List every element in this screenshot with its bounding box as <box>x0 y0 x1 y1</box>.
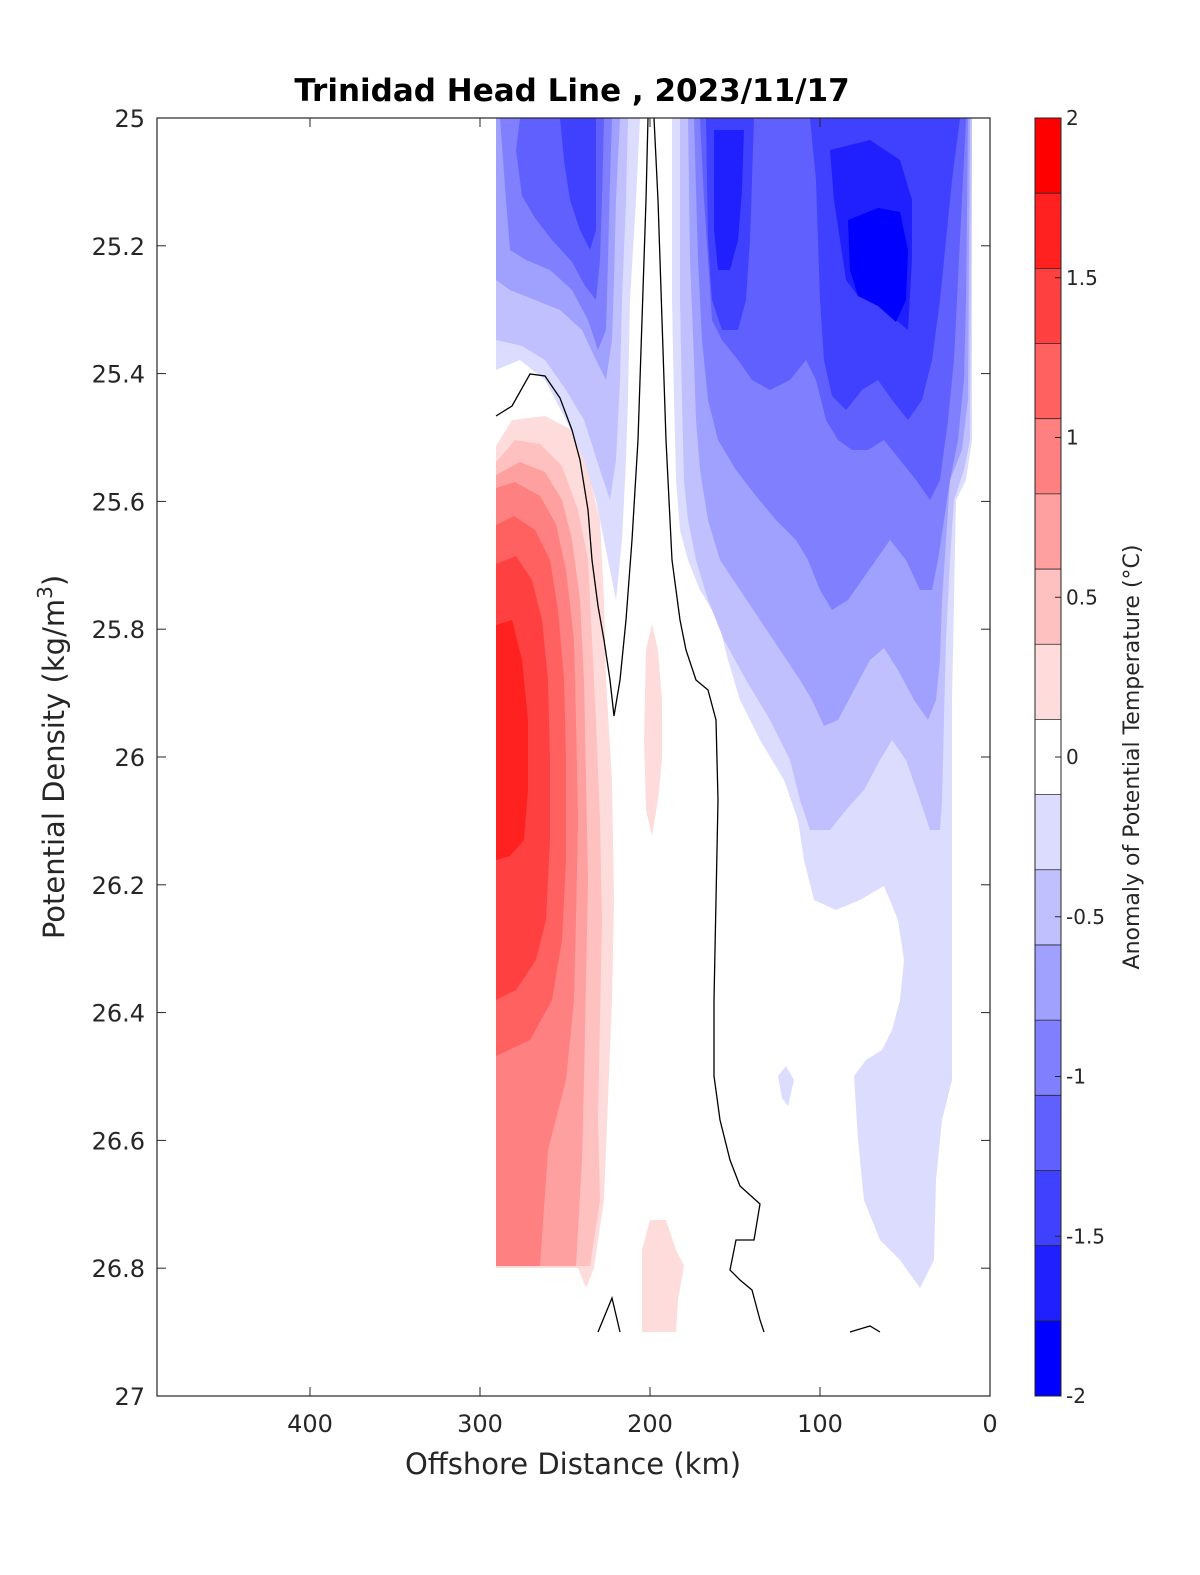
colorbar-label: Anomaly of Potential Temperature (°C) <box>1120 545 1145 970</box>
zero-contour-bottom-right <box>849 1325 881 1333</box>
colorbar-swatch <box>1035 118 1061 194</box>
x-tick-label: 400 <box>287 1410 333 1438</box>
colorbar-swatch <box>1035 1020 1061 1096</box>
colorbar-swatch <box>1035 1170 1061 1247</box>
y-tick-label: 26.4 <box>92 1000 145 1028</box>
y-tick-label: 26.2 <box>92 872 145 900</box>
x-tick-label: 100 <box>797 1410 843 1438</box>
colorbar-swatch <box>1035 794 1061 871</box>
y-tick-label: 25.2 <box>92 233 145 261</box>
x-tick-label: 200 <box>627 1410 673 1438</box>
zero-contour-lines <box>495 117 881 1333</box>
x-axis-label: Offshore Distance (km) <box>405 1447 741 1481</box>
zero-contour-bottom-left <box>597 1295 621 1333</box>
colorbar-swatch <box>1035 644 1061 720</box>
chart-title: Trinidad Head Line , 2023/11/17 <box>294 73 849 109</box>
zero-contour-warm-edge <box>495 117 649 717</box>
y-tick-label: 26 <box>114 744 145 772</box>
cold-near-band-2-0 <box>848 208 908 322</box>
zero-contour-near-edge <box>653 117 765 1333</box>
colorbar-swatch <box>1035 569 1061 645</box>
y-tick-label: 25 <box>114 105 145 133</box>
colorbar-tick-label: 1.5 <box>1066 266 1098 290</box>
cold-near-band-1-75-left <box>714 130 744 270</box>
y-axis-label-main: Potential Density (kg/m <box>37 599 71 939</box>
colorbar-swatch <box>1035 944 1061 1021</box>
colorbar-swatch <box>1035 869 1061 946</box>
y-axis-label-sup: 3 <box>33 586 57 599</box>
colorbar-swatch <box>1035 268 1061 345</box>
small-warm-patch-bottom <box>642 1220 684 1332</box>
contour-fill-layer <box>495 117 972 1333</box>
colorbar-swatch <box>1035 1320 1061 1397</box>
x-tick-label: 300 <box>457 1410 503 1438</box>
colorbar-swatch <box>1035 193 1061 269</box>
colorbar-swatch <box>1035 493 1061 570</box>
colorbar-tick-label: 0 <box>1066 745 1079 769</box>
small-cold-patch <box>778 1066 794 1106</box>
colorbar-tick-label: -1 <box>1066 1065 1086 1089</box>
x-tick-label: 0 <box>982 1410 997 1438</box>
y-tick-label: 25.4 <box>92 361 145 389</box>
colorbar-tick-label: -1.5 <box>1066 1224 1105 1248</box>
y-tick-label: 27 <box>114 1383 145 1411</box>
colorbar-tick-label: -2 <box>1066 1384 1086 1408</box>
y-axis-label: Potential Density (kg/m3) <box>33 575 71 939</box>
colorbar-swatch <box>1035 418 1061 495</box>
colorbar: 2 1.5 1 0.5 0 -0.5 -1 -1.5 -2 <box>1034 106 1105 1408</box>
cold-offshore-band-1-5 <box>560 118 596 250</box>
colorbar-swatch <box>1035 343 1061 420</box>
y-tick-label: 25.6 <box>92 488 145 516</box>
x-axis: 400 300 200 100 0 <box>287 118 998 1438</box>
y-tick-label: 26.8 <box>92 1255 145 1283</box>
colorbar-swatch <box>1035 1245 1061 1322</box>
colorbar-tick-label: 0.5 <box>1066 585 1098 609</box>
warm-band-1-75 <box>496 620 528 860</box>
colorbar-tick-label: -0.5 <box>1066 905 1105 929</box>
colorbar-swatch <box>1035 1095 1061 1171</box>
small-warm-patch-mid <box>644 624 662 836</box>
y-tick-label: 26.6 <box>92 1127 145 1155</box>
y-tick-label: 25.8 <box>92 616 145 644</box>
colorbar-tick-label: 2 <box>1066 106 1079 130</box>
y-axis-label-close: ) <box>37 575 71 586</box>
y-axis: 25 25.2 25.4 25.6 25.8 26 26.2 26.4 26.6 26.8 27 <box>92 105 990 1411</box>
colorbar-tick-label: 1 <box>1066 426 1079 450</box>
